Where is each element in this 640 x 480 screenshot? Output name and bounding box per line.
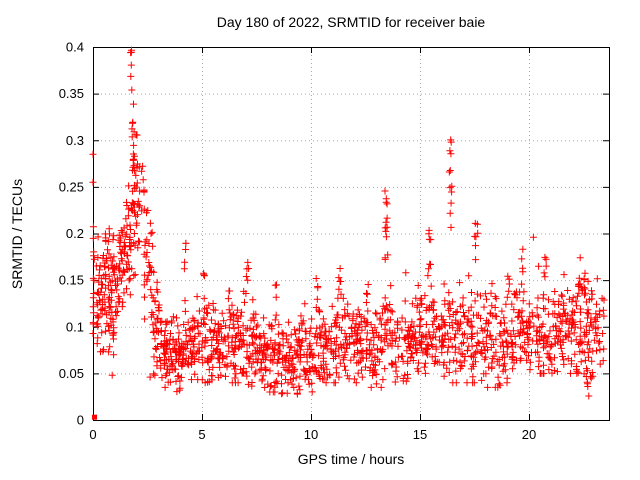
x-axis-label: GPS time / hours bbox=[297, 451, 405, 467]
svg-text:0.4: 0.4 bbox=[66, 40, 84, 55]
svg-text:0: 0 bbox=[77, 413, 84, 428]
scatter-points bbox=[89, 46, 608, 400]
chart-title: Day 180 of 2022, SRMTID for receiver bai… bbox=[216, 14, 486, 30]
svg-text:15: 15 bbox=[413, 427, 427, 442]
x-tick-labels: 0 5 10 15 20 bbox=[89, 427, 536, 442]
svg-text:0.35: 0.35 bbox=[59, 86, 84, 101]
svg-text:0.2: 0.2 bbox=[66, 226, 84, 241]
tick-marks bbox=[93, 47, 609, 421]
svg-text:0: 0 bbox=[89, 427, 96, 442]
svg-text:10: 10 bbox=[304, 427, 318, 442]
svg-text:0.3: 0.3 bbox=[66, 133, 84, 148]
svg-text:0.25: 0.25 bbox=[59, 179, 84, 194]
y-tick-labels: 0 0.05 0.1 0.15 0.2 0.25 0.3 0.35 0.4 bbox=[59, 40, 84, 428]
svg-text:5: 5 bbox=[198, 427, 205, 442]
svg-text:20: 20 bbox=[522, 427, 536, 442]
svg-text:0.15: 0.15 bbox=[59, 273, 84, 288]
svg-text:0.1: 0.1 bbox=[66, 319, 84, 334]
origin-square-marker bbox=[92, 414, 98, 420]
svg-text:0.05: 0.05 bbox=[59, 366, 84, 381]
